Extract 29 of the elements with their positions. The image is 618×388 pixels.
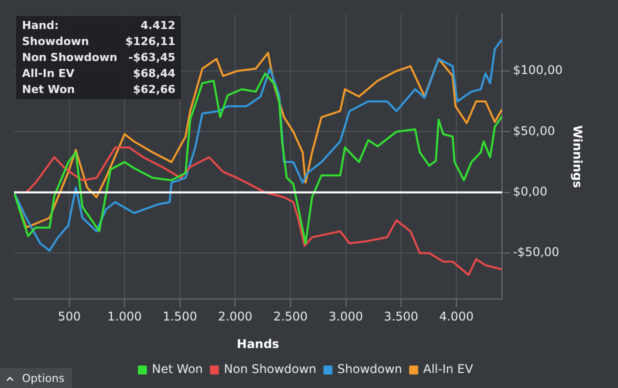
y-tick-label: $50,00 [512,124,555,138]
x-tick-label: 1.000 [107,310,142,324]
y-tick-label: $100,00 [512,63,563,78]
legend-label: Net Won [152,362,203,376]
x-tick-label: 1.500 [162,310,198,324]
x-tick-label: 2.000 [218,310,252,324]
legend-label: Non Showdown [224,362,316,376]
annotation: $68,44 [132,67,176,80]
annotation: Hand: [22,19,60,32]
x-tick-label: 4.000 [439,310,474,324]
annotation: $126,11 [125,35,176,48]
annotation: 4.412 [140,19,176,32]
legend-label: All-In EV [423,362,474,376]
annotation: All-In EV [22,67,76,80]
y-tick-label: -$50,00 [512,245,560,260]
y-tick-label: $0,00 [512,184,548,199]
legend-label: Showdown [337,362,402,376]
x-tick-label: 500 [58,310,81,324]
y-axis-title: Winnings [570,125,585,188]
x-tick-label: 3.500 [384,310,418,324]
text: Options [22,372,64,384]
x-tick-label: 2.500 [273,310,308,324]
annotation: Showdown [22,35,90,48]
x-axis-title: Hands [236,336,280,351]
annotation: Non Showdown [22,51,118,64]
x-tick-label: 3.000 [328,310,363,324]
annotation: Net Won [22,83,76,96]
annotation: $62,66 [132,83,176,96]
annotation: -$63,45 [127,51,176,64]
